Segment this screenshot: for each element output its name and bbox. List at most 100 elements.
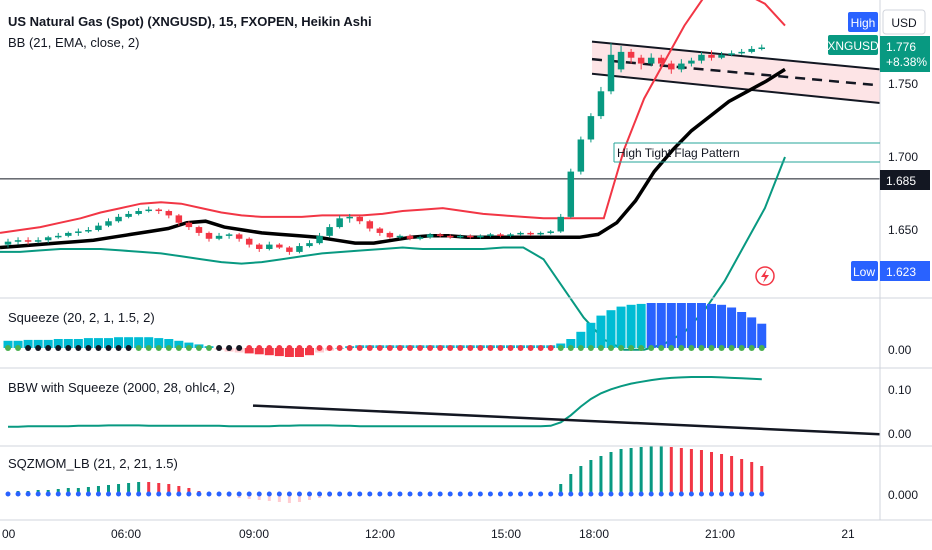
squeeze-bar — [747, 317, 757, 348]
squeeze-dot — [618, 345, 625, 351]
sqzmom-bar — [187, 488, 191, 494]
candle-body — [366, 221, 374, 229]
squeeze-dot — [608, 345, 614, 351]
squeeze-bar — [174, 340, 184, 348]
candle-body — [617, 51, 625, 70]
sqzmom-bar — [730, 456, 734, 494]
squeeze-bar — [154, 338, 164, 348]
candle-body — [467, 235, 474, 238]
sqzmom-dot — [266, 491, 272, 497]
candle-body — [728, 53, 735, 55]
squeeze-legend[interactable]: Squeeze (20, 2, 1, 1.5, 2) — [8, 310, 155, 325]
squeeze-bar — [114, 337, 124, 348]
sqzmom-dot — [648, 491, 654, 497]
squeeze-dot — [115, 345, 122, 351]
squeeze-dot — [507, 345, 514, 351]
sqzmom-dot — [206, 491, 212, 497]
sqzmom-bar — [287, 494, 291, 503]
sqzmom-bar — [137, 482, 141, 494]
candle-body — [497, 234, 504, 236]
flag-pattern-annotation[interactable]: High Tight Flag Pattern — [613, 142, 880, 163]
bbw-tick-high: 0.10 — [888, 383, 912, 397]
sqzmom-dot — [75, 491, 81, 497]
squeeze-bar — [696, 303, 706, 348]
sqzmom-dot — [5, 491, 11, 497]
candle-body — [125, 213, 132, 217]
squeeze-dot — [658, 345, 665, 351]
candle-body — [547, 231, 554, 233]
sqzmom-dot — [558, 491, 564, 497]
candle-body — [205, 232, 213, 239]
squeeze-dot — [557, 345, 564, 351]
sqzmom-dot — [377, 491, 383, 497]
sqzmom-dot — [508, 491, 513, 497]
squeeze-dot — [668, 345, 675, 351]
squeeze-dot — [75, 345, 82, 351]
bbw-legend[interactable]: BBW with Squeeze (2000, 28, ohlc4, 2) — [8, 380, 235, 395]
candle-body — [668, 63, 675, 70]
sqzmom-bar — [710, 452, 713, 494]
candle-body — [336, 218, 343, 228]
candle-body — [386, 232, 394, 238]
squeeze-dot — [206, 345, 212, 351]
sqzmom-bar — [679, 448, 683, 494]
candle-body — [145, 209, 152, 212]
candle-body — [75, 231, 82, 233]
squeeze-bar — [666, 303, 676, 348]
squeeze-bar — [606, 310, 616, 348]
sqzmom-dot — [357, 491, 363, 497]
sqzmom-bar — [147, 482, 151, 494]
price-axis: 1.750 1.700 1.650 — [888, 77, 918, 237]
candle-body — [587, 116, 595, 140]
sqzmom-bar — [308, 494, 311, 500]
candle-body — [105, 221, 112, 226]
sqzmom-legend[interactable]: SQZMOM_LB (21, 2, 21, 1.5) — [8, 456, 178, 471]
sqzmom-bar — [127, 483, 131, 494]
squeeze-dot — [306, 345, 313, 351]
sqzmom-dot — [568, 491, 574, 497]
lightning-icon[interactable] — [755, 266, 775, 286]
candle-body — [416, 237, 424, 239]
candle-body — [647, 57, 655, 64]
bb-legend[interactable]: BB (21, EMA, close, 2) — [8, 35, 140, 50]
squeeze-dot — [407, 345, 413, 351]
squeeze-dot — [708, 345, 715, 351]
candle-body — [276, 244, 283, 248]
squeeze-dot — [527, 345, 534, 351]
sqzmom-dot — [528, 491, 534, 497]
candle-body — [406, 235, 414, 239]
sqzmom-bar — [157, 483, 161, 494]
sqzmom-bar — [750, 462, 754, 494]
sqzmom-dot — [668, 491, 674, 497]
squeeze-dot — [95, 345, 102, 351]
squeeze-bar — [305, 348, 314, 356]
squeeze-bar — [727, 307, 737, 348]
squeeze-bar — [144, 337, 154, 348]
sqzmom-dot — [45, 491, 51, 497]
sqzmom-dot — [15, 491, 21, 497]
time-tick: 00 — [2, 527, 16, 541]
candle-body — [426, 234, 434, 238]
candle-body — [396, 235, 404, 238]
candle-body — [245, 238, 253, 245]
sqzmom-dot — [678, 491, 684, 497]
squeeze-dot — [758, 345, 765, 351]
sqzmom-dot — [709, 491, 714, 497]
squeeze-bar — [707, 303, 716, 348]
time-tick: 15:00 — [491, 527, 521, 541]
sqzmom-dot — [608, 491, 614, 497]
currency-button[interactable]: USD — [882, 9, 926, 35]
candle-body — [24, 240, 32, 242]
squeeze-dot — [25, 345, 32, 351]
sqzmom-dot — [126, 491, 132, 497]
squeeze-bar — [264, 348, 274, 356]
candle-body — [195, 227, 203, 233]
squeeze-dot — [105, 345, 112, 351]
symbol-badge: XNGUSD — [827, 35, 879, 55]
low-badge-label: Low — [853, 265, 875, 279]
sqzmom-dot — [729, 491, 735, 497]
candle-body — [376, 228, 384, 233]
candle-body — [637, 57, 645, 64]
time-axis[interactable]: 00 06:00 09:00 12:00 15:00 18:00 21:00 21 — [2, 527, 855, 541]
sqzmom-dot — [146, 491, 152, 497]
